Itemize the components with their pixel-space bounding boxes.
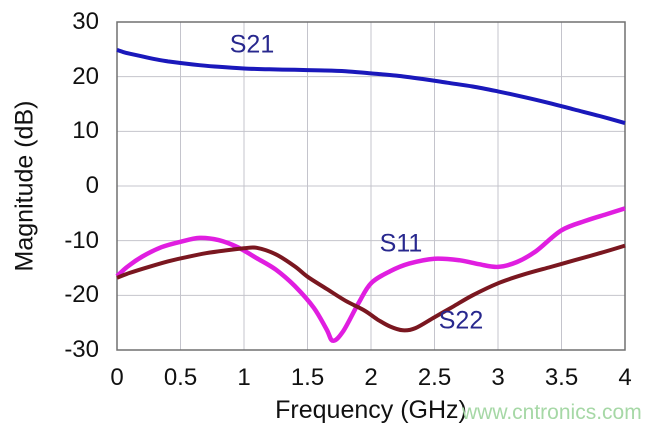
y-tick-label: 30 [72,8,99,35]
x-tick-label: 2.5 [417,364,452,391]
s21-curve [116,47,626,126]
s11-curve [115,206,626,343]
x-tick-label: 4 [618,364,632,391]
x-tick-label: 0 [110,364,124,391]
x-tick-label: 2 [364,364,378,391]
y-tick-label: -10 [64,226,99,254]
y-axis-title: Magnitude (dB) [10,100,39,272]
plot-frame [116,21,626,351]
x-tick-label: 1 [237,364,251,391]
x-tick-label: 1.5 [290,364,325,391]
s22-series-label: S22 [438,306,484,335]
y-tick-label: -30 [64,336,99,363]
s22-curve [116,243,626,333]
y-tick-label: 10 [72,117,99,145]
gridlines [117,22,625,350]
y-tick-label: -20 [64,281,99,309]
y-tick-label: 20 [72,62,99,90]
y-tick-label: 0 [85,172,99,199]
x-tick-label: 3 [491,364,505,391]
x-tick-label: 3.5 [544,364,579,391]
x-tick-label: 0.5 [163,364,198,391]
curves [115,47,626,343]
s21-series-label: S21 [229,30,275,59]
s11-series-label: S11 [379,229,423,258]
x-axis-title: Frequency (GHz) [275,396,467,424]
watermark: www.cntronics.com [462,401,642,424]
